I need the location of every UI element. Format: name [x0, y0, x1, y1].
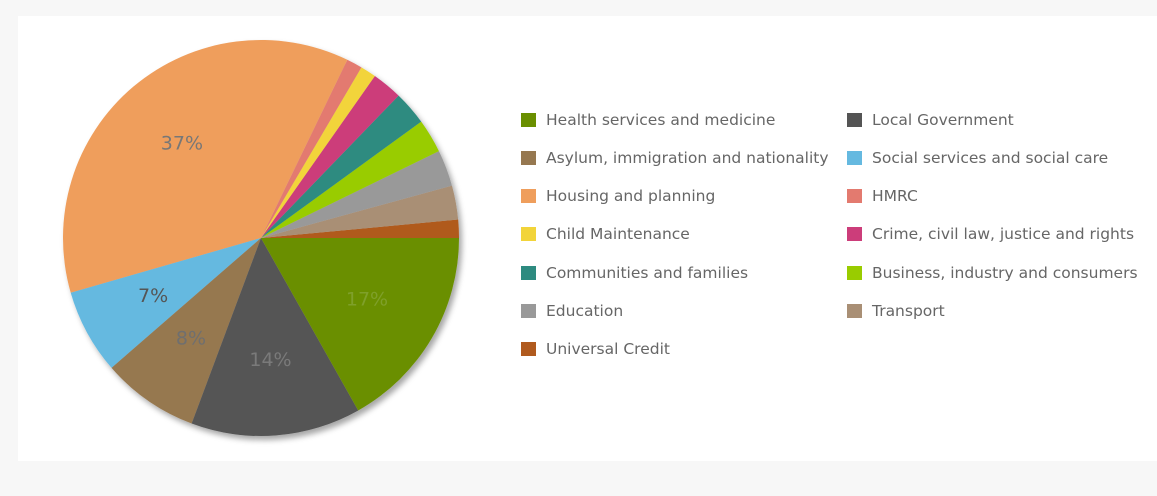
legend-swatch [521, 150, 536, 165]
pie-chart: 37% 7% 8% 14% 17% [63, 39, 459, 437]
legend-swatch [521, 342, 536, 357]
legend-swatch [847, 227, 862, 242]
pie-slice[interactable] [261, 67, 375, 238]
legend-item[interactable]: Local Government [847, 108, 1157, 131]
legend-item[interactable]: Business, industry and consumers [847, 261, 1157, 284]
pie-slice[interactable] [261, 151, 452, 238]
chart-card: 37% 7% 8% 14% 17% Health services and medici… [18, 16, 1157, 461]
legend-swatch [847, 112, 862, 127]
pie-slice[interactable] [111, 238, 261, 424]
legend-item[interactable]: Crime, civil law, justice and rights [847, 223, 1157, 246]
legend-swatch [847, 150, 862, 165]
legend-swatch [521, 112, 536, 127]
pie-slice[interactable] [261, 95, 422, 239]
legend-label: Asylum, immigration and nationality [546, 148, 829, 167]
legend-swatch [521, 303, 536, 318]
legend-label: HMRC [872, 187, 918, 206]
legend-item[interactable]: Child Maintenance [521, 223, 847, 246]
pie-slice[interactable] [70, 238, 262, 368]
pie-slice-label: 37% [161, 133, 203, 155]
legend-item[interactable]: Education [521, 299, 847, 322]
pie-slice-labels: 37% 7% 8% 14% 17% [138, 133, 388, 371]
legend-label: Social services and social care [872, 148, 1109, 167]
legend-item[interactable]: Universal Credit [521, 338, 847, 361]
legend-item[interactable]: Health services and medicine [521, 108, 847, 131]
pie-slice-label: 8% [176, 327, 206, 349]
legend-swatch [847, 265, 862, 280]
legend-label: Child Maintenance [546, 225, 690, 244]
legend-label: Education [546, 301, 624, 320]
legend-label: Health services and medicine [546, 110, 776, 129]
legend-label: Business, industry and consumers [872, 263, 1138, 282]
pie-slice[interactable] [261, 238, 459, 411]
legend-item[interactable]: Transport [847, 299, 1157, 322]
pie-slice[interactable] [261, 219, 459, 238]
pie-slice[interactable] [261, 59, 362, 238]
legend-item[interactable]: Communities and families [521, 261, 847, 284]
pie-slice[interactable] [191, 238, 359, 437]
legend-item[interactable]: Social services and social care [847, 146, 1157, 169]
legend-item[interactable]: Housing and planning [521, 185, 847, 208]
legend-swatch [521, 265, 536, 280]
legend-label: Housing and planning [546, 187, 716, 206]
pie-slice-label: 7% [138, 285, 168, 307]
pie-slice-label: 17% [346, 288, 388, 310]
legend-swatch [847, 303, 862, 318]
legend-label: Transport [872, 301, 945, 320]
legend-swatch [521, 189, 536, 204]
legend-swatch [521, 227, 536, 242]
pie-slice-label: 14% [249, 349, 291, 371]
pie-slice[interactable] [63, 39, 348, 293]
pie-slice[interactable] [261, 185, 459, 238]
legend-label: Crime, civil law, justice and rights [872, 225, 1135, 244]
legend: Health services and medicine Local Gover… [521, 108, 1157, 361]
legend-label: Local Government [872, 110, 1014, 129]
legend-item[interactable]: Asylum, immigration and nationality [521, 146, 847, 169]
legend-label: Communities and families [546, 263, 749, 282]
legend-swatch [847, 189, 862, 204]
pie-slice[interactable] [261, 76, 399, 238]
legend-item[interactable]: HMRC [847, 185, 1157, 208]
pie-slice[interactable] [261, 121, 439, 238]
legend-label: Universal Credit [546, 340, 670, 359]
pie-slices [63, 39, 459, 437]
